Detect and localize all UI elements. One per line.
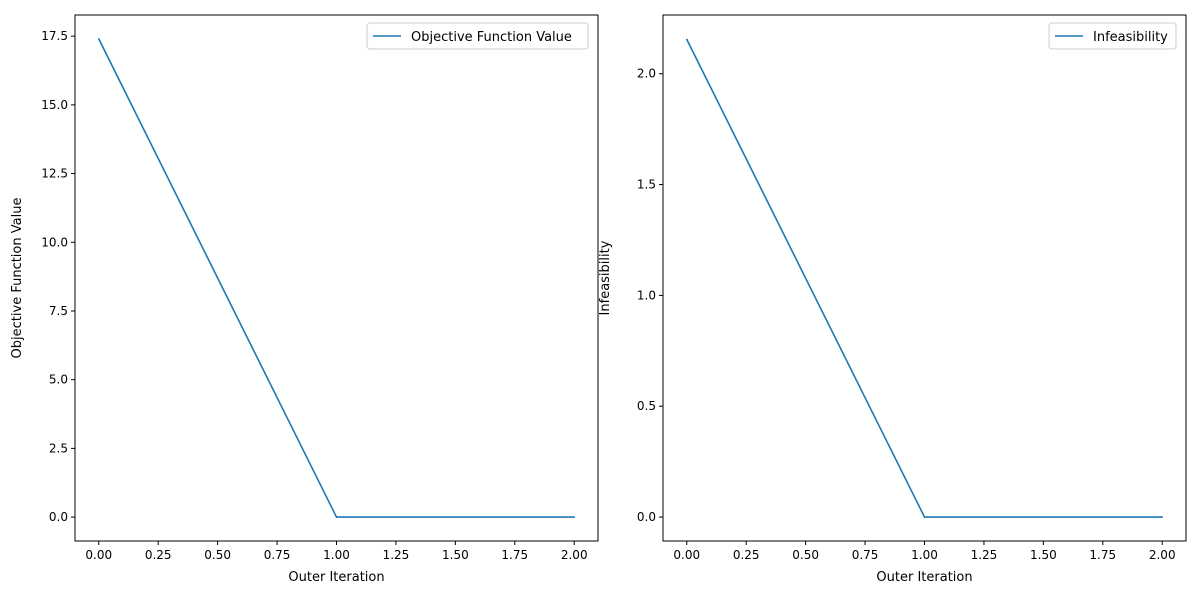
x-tick-label: 1.50 [442, 548, 469, 562]
y-tick-label: 0.5 [637, 399, 656, 413]
y-tick-label: 1.0 [637, 288, 656, 302]
y-tick-label: 12.5 [41, 167, 68, 181]
y-tick-label: 0.0 [49, 510, 68, 524]
x-tick-label: 1.50 [1030, 548, 1057, 562]
legend-label: Infeasibility [1093, 30, 1168, 45]
data-point [923, 516, 926, 518]
x-tick-label: 0.00 [85, 548, 112, 562]
y-tick-label: 17.5 [41, 29, 68, 43]
y-tick-label: 1.5 [637, 178, 656, 192]
data-point [1161, 516, 1164, 518]
x-tick-label: 1.25 [971, 548, 998, 562]
x-tick-label: 1.75 [1089, 548, 1116, 562]
x-tick-label: 1.00 [323, 548, 350, 562]
x-tick-label: 0.75 [852, 548, 879, 562]
legend-label: Objective Function Value [411, 30, 572, 45]
data-point [97, 38, 100, 40]
y-axis-label: Objective Function Value [10, 198, 25, 359]
plot-frame [662, 14, 1187, 542]
data-point [573, 516, 576, 518]
x-tick-label: 0.50 [792, 548, 819, 562]
x-tick-label: 2.00 [1149, 548, 1176, 562]
y-tick-label: 15.0 [41, 98, 68, 112]
legend: Objective Function Value [366, 22, 589, 50]
x-tick-label: 1.00 [911, 548, 938, 562]
y-tick-label: 5.0 [49, 373, 68, 387]
legend-box [366, 22, 589, 50]
y-tick-label: 2.5 [49, 441, 68, 455]
legend: Infeasibility [1048, 22, 1177, 50]
y-tick-label: 7.5 [49, 304, 68, 318]
x-tick-label: 0.50 [204, 548, 231, 562]
chart-panel-1: 0.00 0.25 0.50 0.75 1.00 1.25 1.50 1.75 2.00 0.0 2… [10, 14, 599, 585]
x-axis-label: Outer Iteration [876, 570, 972, 585]
y-tick-label: 0.0 [637, 510, 656, 524]
series-line-1 [98, 38, 575, 518]
y-tick-label: 10.0 [41, 235, 68, 249]
x-tick-label: 1.75 [501, 548, 528, 562]
x-axis-label: Outer Iteration [288, 570, 384, 585]
x-tick-label: 0.25 [145, 548, 172, 562]
x-tick-label: 0.00 [673, 548, 700, 562]
series-line-1 [686, 39, 1163, 518]
y-axis-label: Infeasibility [598, 240, 613, 315]
chart-panel-2: 0.00 0.25 0.50 0.75 1.00 1.25 1.50 1.75 2.00 0.0 0… [598, 14, 1187, 585]
x-tick-label: 0.25 [733, 548, 760, 562]
plot-frame [74, 14, 599, 542]
y-tick-label: 2.0 [637, 67, 656, 81]
x-tick-label: 2.00 [561, 548, 588, 562]
legend-box [1048, 22, 1177, 50]
data-point [335, 516, 338, 518]
data-point [685, 38, 688, 41]
x-tick-label: 0.75 [264, 548, 291, 562]
x-tick-label: 1.25 [383, 548, 410, 562]
